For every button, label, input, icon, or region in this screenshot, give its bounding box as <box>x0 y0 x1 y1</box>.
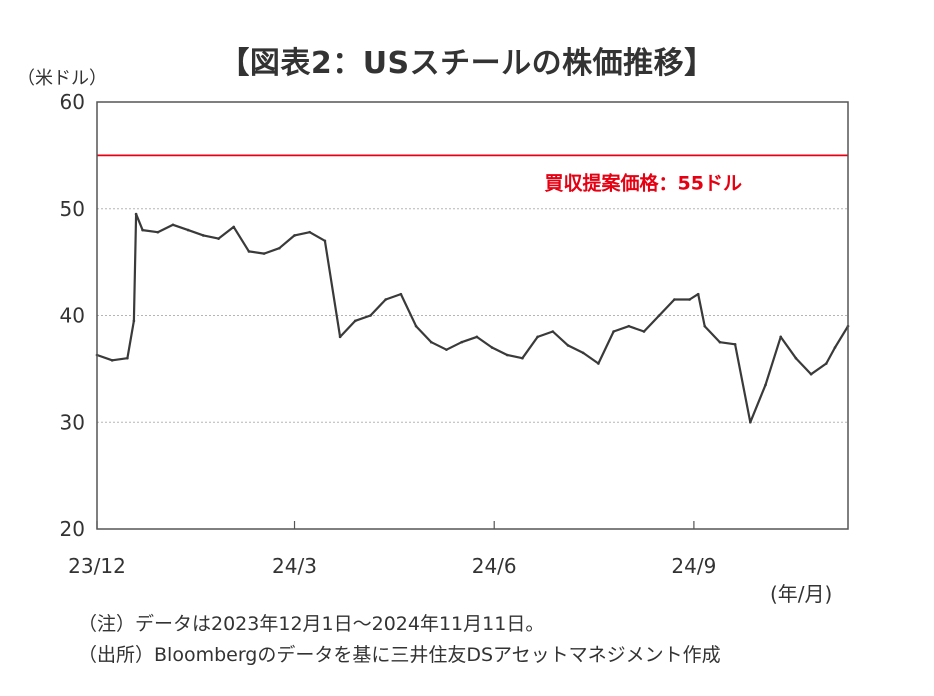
data-point <box>202 234 205 237</box>
y-tick-label: 40 <box>60 304 85 328</box>
data-point <box>110 359 114 362</box>
data-point <box>688 298 691 301</box>
data-point <box>642 330 646 333</box>
data-point <box>278 246 281 250</box>
data-point <box>156 230 160 234</box>
plot-area-border <box>96 101 849 530</box>
x-tick-label: 24/3 <box>272 554 317 578</box>
footnote-source: （出所）Bloombergのデータを基に三井住友DSアセットマネジメント作成 <box>78 644 721 666</box>
series-line <box>96 213 849 424</box>
data-point <box>612 330 615 333</box>
y-ticks: 20 30 40 50 60 <box>60 90 85 541</box>
data-point <box>414 324 418 328</box>
data-point <box>247 250 251 253</box>
data-point <box>673 298 676 301</box>
data-point <box>779 335 783 339</box>
data-point <box>293 234 296 237</box>
data-point <box>566 344 570 347</box>
data-point <box>794 356 798 360</box>
data-point <box>369 314 372 317</box>
data-point <box>733 343 737 346</box>
data-point <box>353 319 357 323</box>
series-layer <box>95 212 850 424</box>
x-tick-label: 24/6 <box>472 554 517 578</box>
data-point <box>262 252 266 255</box>
grid-layer <box>97 208 848 423</box>
y-tick-label: 20 <box>60 517 85 541</box>
data-point <box>627 324 631 328</box>
data-point <box>134 212 138 216</box>
data-point <box>475 335 479 339</box>
data-point <box>551 330 555 333</box>
data-point <box>232 225 236 229</box>
data-point <box>132 319 136 323</box>
data-point <box>833 346 837 349</box>
data-point <box>749 420 752 424</box>
y-axis-label: （米ドル） <box>17 68 107 89</box>
data-point <box>505 353 509 357</box>
data-point <box>384 298 387 301</box>
data-point <box>445 348 448 351</box>
reference-layer: 買収提案価格：55ドル <box>97 154 848 194</box>
data-point <box>171 223 175 227</box>
data-point <box>308 230 312 234</box>
data-point <box>703 324 707 328</box>
x-ticks: 23/12 24/3 24/6 24/9 <box>68 521 716 578</box>
x-tick-label: 23/12 <box>68 554 126 578</box>
data-point <box>429 340 433 344</box>
data-point <box>521 356 524 360</box>
x-axis-label: (年/月) <box>770 582 833 606</box>
data-point <box>399 292 403 296</box>
data-point <box>490 346 494 349</box>
data-point <box>186 228 190 232</box>
data-point <box>141 228 144 232</box>
data-point <box>323 239 327 243</box>
footnote-data-range: （注）データは2023年12月1日～2024年11月11日。 <box>78 613 545 635</box>
reference-line-label: 買収提案価格：55ドル <box>545 171 742 194</box>
data-point <box>809 372 813 376</box>
data-point <box>657 314 661 317</box>
data-point <box>581 351 585 355</box>
data-point <box>536 335 539 339</box>
data-point <box>597 362 600 365</box>
x-tick-label: 24/9 <box>671 554 716 578</box>
data-point <box>764 383 767 387</box>
data-point <box>217 237 220 240</box>
y-tick-label: 30 <box>60 410 85 434</box>
chart-title: 【図表2：USスチールの株価推移】 <box>219 46 715 81</box>
data-point <box>696 292 700 296</box>
data-point <box>126 356 129 360</box>
data-point <box>718 340 722 344</box>
data-point <box>338 335 342 339</box>
y-tick-label: 60 <box>60 90 85 114</box>
y-tick-label: 50 <box>60 197 85 221</box>
data-point <box>824 362 828 365</box>
data-point <box>460 340 463 344</box>
